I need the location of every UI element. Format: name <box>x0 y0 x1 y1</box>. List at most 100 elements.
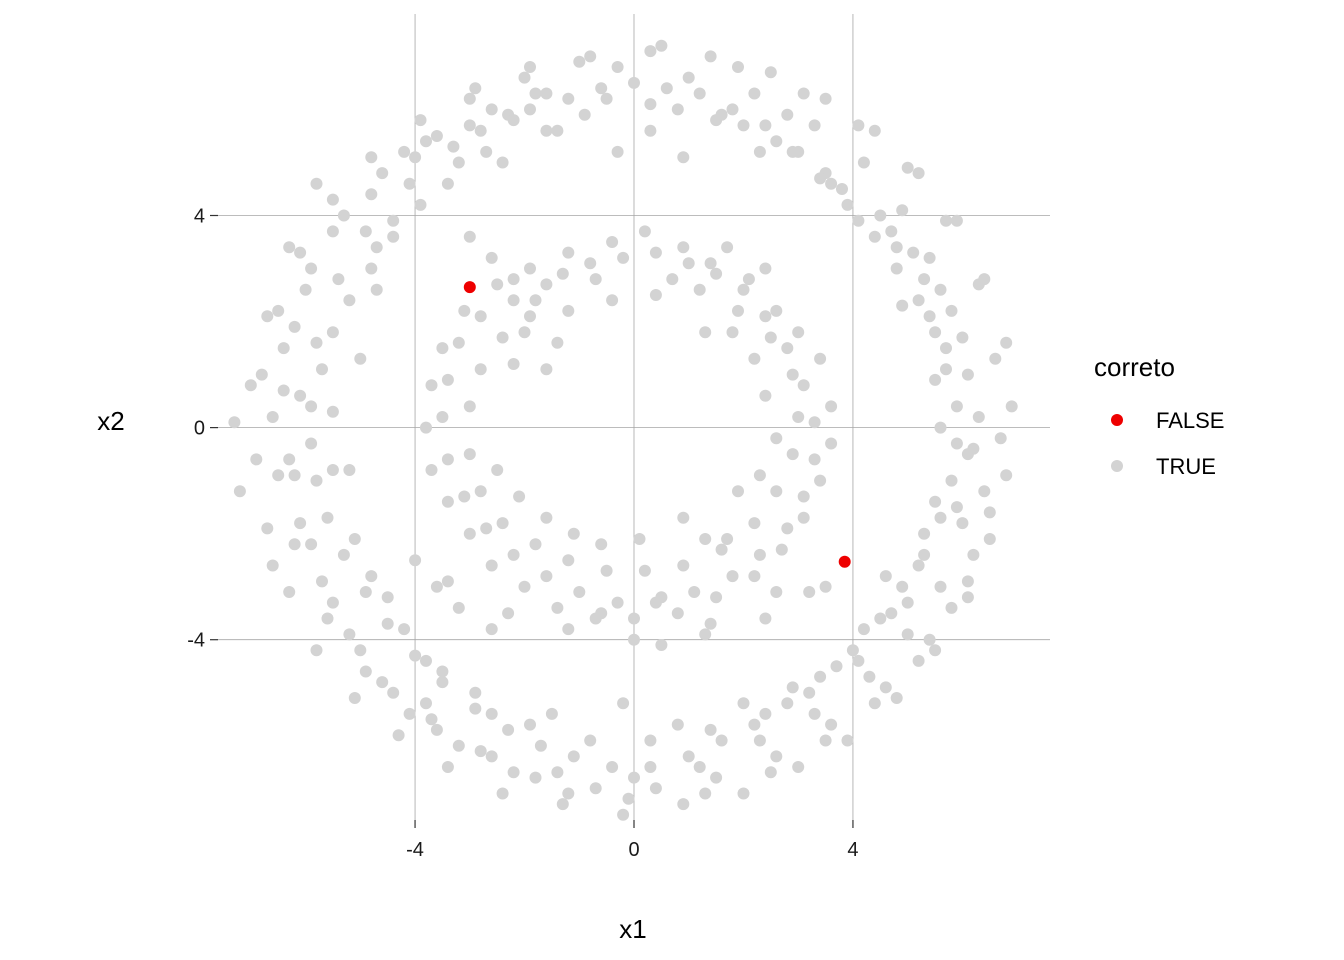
point-correct <box>721 241 734 254</box>
point-correct <box>463 400 476 413</box>
point-correct <box>507 294 520 307</box>
point-correct <box>332 273 345 286</box>
point-correct <box>748 718 761 731</box>
point-correct <box>786 368 799 381</box>
point-correct <box>337 209 350 222</box>
point-correct <box>770 750 783 763</box>
point-correct <box>310 336 323 349</box>
point-correct <box>710 591 723 604</box>
point-correct <box>414 198 427 211</box>
point-correct <box>600 564 613 577</box>
point-correct <box>863 670 876 683</box>
point-correct <box>715 543 728 556</box>
point-correct <box>830 660 843 673</box>
point-correct <box>524 262 536 275</box>
legend-title: correto <box>1094 352 1175 382</box>
point-correct <box>644 761 657 773</box>
point-correct <box>474 363 487 376</box>
point-correct <box>409 554 422 567</box>
point-correct <box>496 331 509 344</box>
point-correct <box>912 294 925 307</box>
point-correct <box>644 124 657 137</box>
point-correct <box>326 405 339 418</box>
point-correct <box>436 342 449 355</box>
point-correct <box>710 771 723 784</box>
point-correct <box>441 373 454 386</box>
point-correct <box>737 283 750 296</box>
point-correct <box>354 352 367 365</box>
point-correct <box>797 490 810 503</box>
point-correct <box>518 326 531 339</box>
point-correct <box>759 119 772 132</box>
point-correct <box>611 61 624 73</box>
point-correct <box>359 225 372 238</box>
point-correct <box>945 304 958 317</box>
point-correct <box>660 82 673 95</box>
point-correct <box>370 283 383 296</box>
point-correct <box>907 246 920 259</box>
point-correct <box>792 411 805 423</box>
point-correct <box>376 676 389 689</box>
point-correct <box>726 326 739 339</box>
point-correct <box>950 437 963 450</box>
point-correct <box>890 241 903 254</box>
point-correct <box>556 798 569 811</box>
point-correct <box>606 294 619 307</box>
point-correct <box>803 586 816 598</box>
point-correct <box>403 177 416 190</box>
point-correct <box>567 527 580 540</box>
x-tick-label: -4 <box>406 839 424 861</box>
point-correct <box>337 548 350 561</box>
point-correct <box>710 267 723 280</box>
point-correct <box>540 278 553 291</box>
point-correct <box>950 214 963 227</box>
point-correct <box>677 241 690 254</box>
point-correct <box>551 336 564 349</box>
point-correct <box>562 92 575 105</box>
x-axis-title: x1 <box>619 914 646 944</box>
point-correct <box>682 71 695 84</box>
point-correct <box>748 87 761 100</box>
point-correct <box>288 320 301 333</box>
point-correct <box>819 92 832 105</box>
point-correct <box>573 55 586 68</box>
point-correct <box>474 485 487 498</box>
point-correct <box>737 697 750 710</box>
point-correct <box>918 548 931 561</box>
point-correct <box>611 596 624 609</box>
point-correct <box>934 580 947 593</box>
point-correct <box>666 273 679 286</box>
legend-key-true <box>1111 460 1123 472</box>
point-correct <box>633 533 646 545</box>
point-correct <box>387 230 400 243</box>
point-correct <box>480 522 493 535</box>
point-correct <box>436 676 449 689</box>
point-correct <box>463 527 476 540</box>
point-correct <box>923 633 936 646</box>
point-correct <box>770 304 783 317</box>
point-correct <box>781 697 794 710</box>
point-correct <box>699 628 712 641</box>
point-correct <box>885 225 898 238</box>
point-correct <box>759 389 772 402</box>
point-correct <box>365 262 378 275</box>
point-correct <box>808 453 821 466</box>
point-correct <box>770 586 783 598</box>
point-correct <box>929 326 942 339</box>
point-correct <box>294 517 307 530</box>
point-correct <box>436 665 449 678</box>
point-correct <box>584 734 597 747</box>
point-correct <box>770 135 783 148</box>
point-correct <box>759 707 772 720</box>
x-axis: -4 0 4 <box>406 820 859 861</box>
point-correct <box>430 580 443 593</box>
point-correct <box>452 336 465 349</box>
point-correct <box>507 766 520 779</box>
point-correct <box>978 485 991 498</box>
point-correct <box>255 368 268 381</box>
point-correct <box>600 92 613 105</box>
point-correct <box>228 416 241 429</box>
point-correct <box>852 119 865 132</box>
point-correct <box>562 623 575 636</box>
point-correct <box>940 214 952 227</box>
